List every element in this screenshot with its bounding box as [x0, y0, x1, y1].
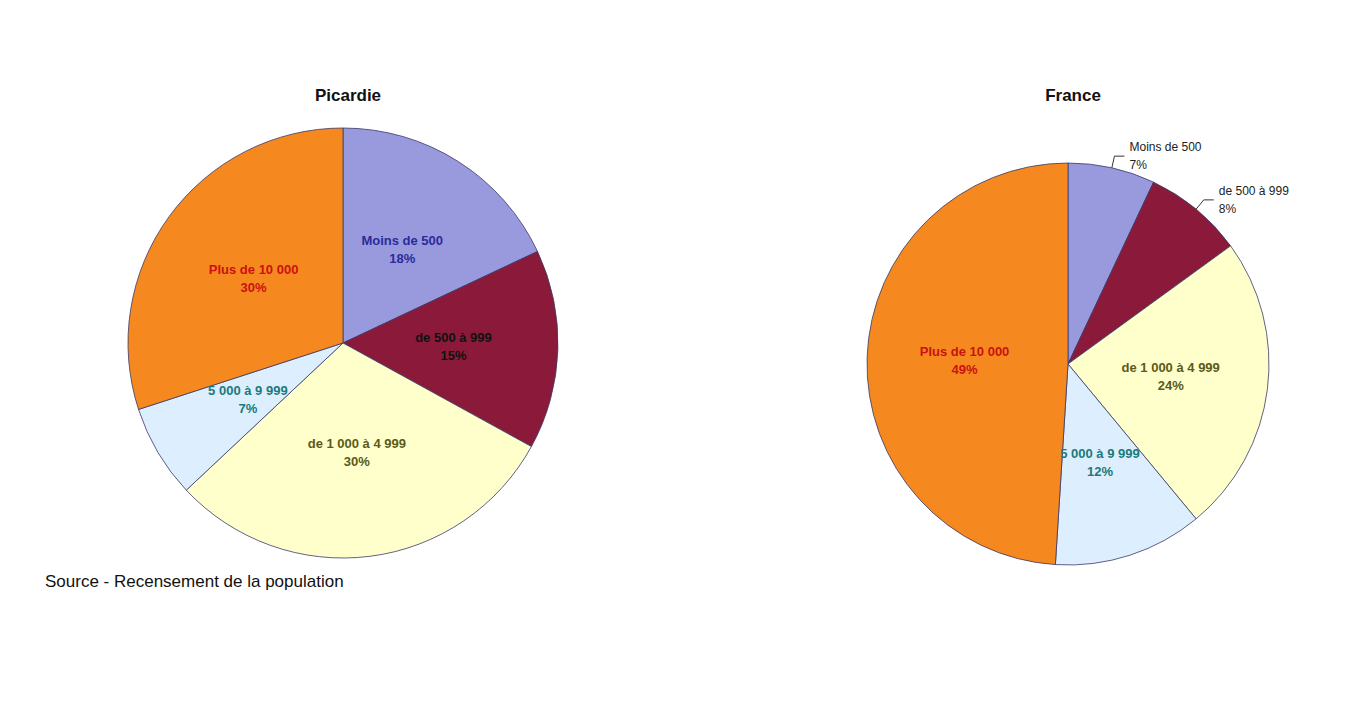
svg-text:12%: 12%	[1087, 464, 1113, 479]
svg-text:30%: 30%	[344, 454, 370, 469]
svg-text:5 000 à 9 999: 5 000 à 9 999	[208, 383, 288, 398]
svg-text:de 1 000 à 4 999: de 1 000 à 4 999	[1122, 360, 1220, 375]
svg-text:Source - Recensement de la pop: Source - Recensement de la population	[45, 572, 344, 591]
svg-text:30%: 30%	[241, 280, 267, 295]
svg-text:Plus de 10 000: Plus de 10 000	[209, 262, 299, 277]
svg-text:Moins de 500: Moins de 500	[1129, 140, 1201, 154]
svg-text:Plus de 10 000: Plus de 10 000	[920, 344, 1010, 359]
svg-text:Picardie: Picardie	[315, 86, 381, 105]
svg-text:18%: 18%	[389, 251, 415, 266]
svg-text:8%: 8%	[1219, 202, 1237, 216]
svg-text:24%: 24%	[1158, 378, 1184, 393]
svg-text:de 500 à 999: de 500 à 999	[415, 330, 492, 345]
svg-text:de 500 à 999: de 500 à 999	[1219, 184, 1289, 198]
svg-text:7%: 7%	[1129, 158, 1147, 172]
svg-text:5 000 à 9 999: 5 000 à 9 999	[1060, 446, 1140, 461]
svg-text:Moins de 500: Moins de 500	[361, 233, 443, 248]
svg-text:de 1 000 à 4 999: de 1 000 à 4 999	[308, 436, 406, 451]
svg-text:49%: 49%	[952, 362, 978, 377]
svg-text:France: France	[1045, 86, 1101, 105]
svg-text:7%: 7%	[238, 401, 257, 416]
svg-text:15%: 15%	[440, 348, 466, 363]
